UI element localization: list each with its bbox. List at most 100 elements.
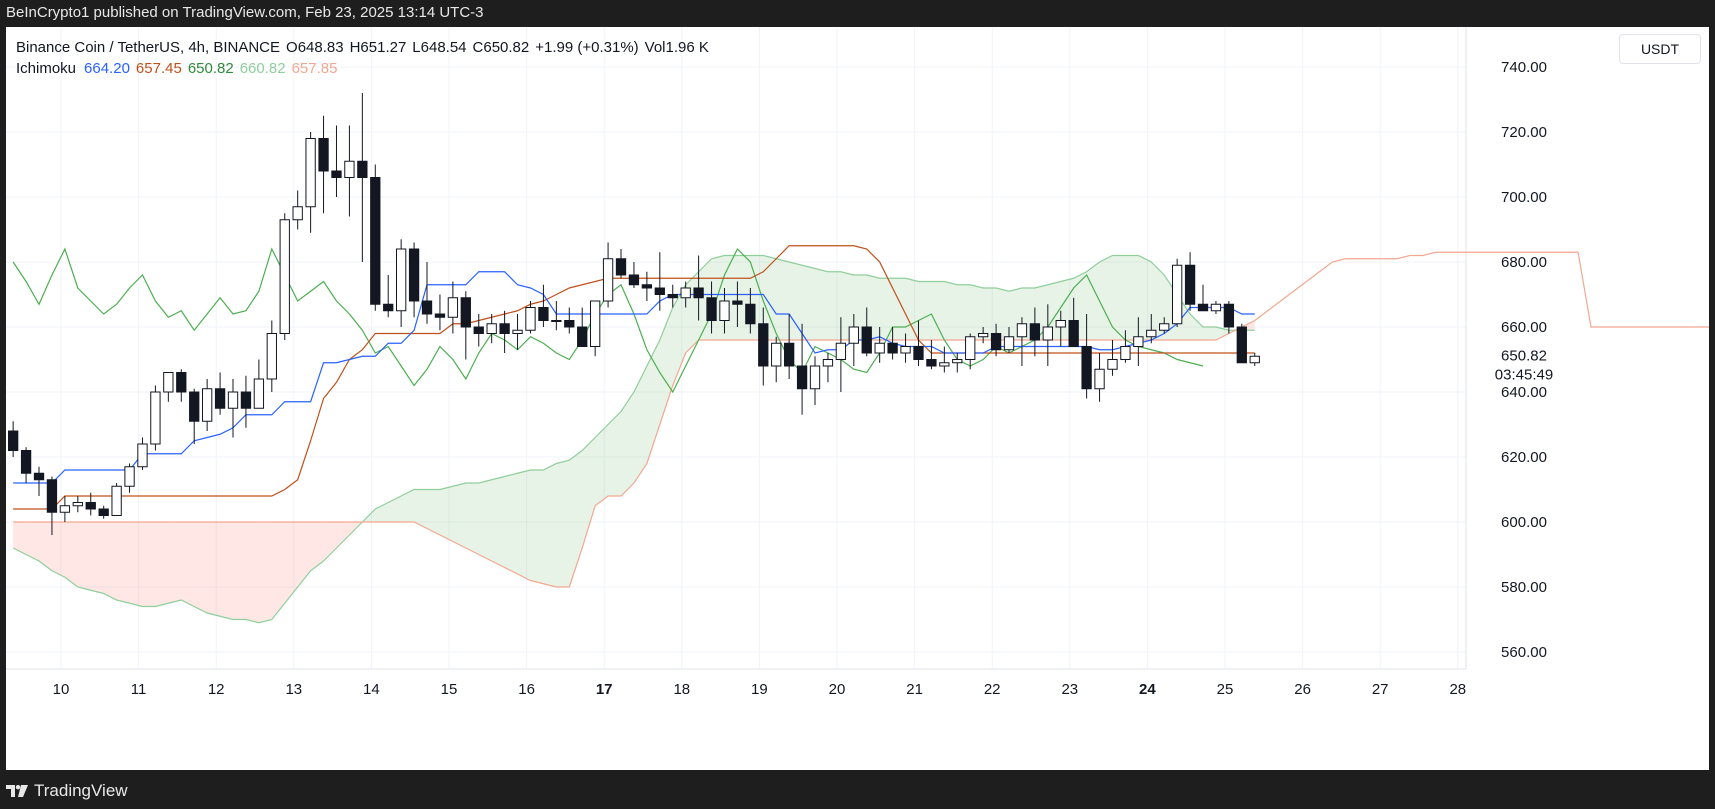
candle-body [1159, 323, 1170, 331]
candle-body [111, 485, 122, 516]
candle-body [900, 346, 911, 354]
candle-body [965, 336, 976, 360]
base-value: 657.45 [135, 60, 182, 77]
tradingview-icon [6, 785, 28, 797]
symbol-row: Binance Coin / TetherUS, 4h, BINANCE O648… [16, 37, 715, 58]
candle-body [706, 297, 717, 321]
candle-body [1042, 326, 1053, 341]
cloud-segment [530, 470, 544, 584]
cloud-segment [233, 522, 246, 620]
cloud-segment [168, 522, 182, 604]
candle-body [1236, 326, 1247, 364]
cloud-segment [957, 284, 971, 340]
candle-body [1120, 346, 1131, 360]
candle-body [926, 359, 937, 367]
candle-body [344, 160, 355, 178]
candle-body [1210, 303, 1222, 312]
symbol-label[interactable]: Binance Coin / TetherUS, 4h, BINANCE [16, 39, 281, 56]
cloud-segment [427, 489, 440, 535]
candle-body [809, 365, 821, 390]
candle-body [602, 258, 614, 302]
cloud-segment [207, 522, 221, 617]
candle-body [1133, 336, 1144, 347]
candle-body [447, 297, 459, 318]
candle-body [939, 362, 950, 367]
time-tick-label: 11 [131, 681, 147, 698]
change-value: +1.99 (+0.31%) [535, 39, 639, 56]
candle-body [1223, 303, 1235, 328]
time-tick-label: 14 [363, 681, 380, 698]
currency-button[interactable]: USDT [1619, 34, 1701, 64]
price-badge-countdown: 03:45:49 [1495, 366, 1553, 383]
candle-body [1081, 346, 1092, 390]
candle-body [176, 372, 187, 393]
cloud-segment [827, 271, 841, 340]
candle-body [305, 138, 316, 208]
price-tick-label: 640.00 [1501, 384, 1547, 401]
conversion-value: 664.20 [84, 60, 130, 77]
cloud-segment [129, 522, 143, 607]
candle-body [874, 342, 885, 354]
indicator-name[interactable]: Ichimoku [16, 60, 77, 77]
price-chart[interactable]: 560.00 580.00 600.00 620.00 640.00 660.00 680.… [6, 27, 1709, 770]
senkou-a-value: 660.82 [239, 60, 286, 77]
price-tick-label: 600.00 [1501, 514, 1547, 531]
cloud-segment [789, 262, 803, 340]
cloud-segment [478, 479, 492, 561]
candle-body [395, 248, 407, 312]
cloud-segment [776, 258, 790, 340]
cloud-segment [284, 522, 298, 604]
cloud-segment [64, 522, 78, 587]
senkou-b-value: 657.85 [291, 60, 338, 77]
cloud-segment [802, 265, 816, 340]
candle-body [1029, 323, 1041, 341]
candle-body [214, 388, 226, 409]
cloud-segment [439, 486, 453, 542]
cloud-segment [1125, 255, 1139, 340]
candle-body [240, 391, 252, 409]
candle-body [1016, 323, 1028, 338]
time-tick-label: 20 [829, 681, 846, 698]
time-tick-label: 25 [1217, 681, 1234, 698]
candle-body [577, 326, 588, 347]
candle-body [887, 342, 898, 354]
high-value: H651.27 [349, 39, 407, 56]
candle-body [46, 479, 58, 513]
candle-body [977, 333, 989, 338]
cloud-segment [13, 522, 27, 555]
candle-body [473, 326, 484, 334]
candle-body [822, 359, 834, 367]
candle-body [33, 472, 45, 481]
candle-body [408, 248, 420, 302]
candle-body [952, 359, 963, 364]
low-value: L648.54 [412, 39, 467, 56]
cloud-segment [983, 288, 997, 340]
cloud-segment [1190, 314, 1204, 340]
time-tick-label: 23 [1061, 681, 1078, 698]
candle-body [331, 170, 342, 178]
cloud-segment [543, 463, 557, 587]
candle-body [266, 333, 277, 380]
cloud-segment [401, 489, 415, 522]
cloud-segment [685, 271, 699, 353]
price-tick-label: 720.00 [1501, 124, 1547, 141]
candle-body [990, 333, 1002, 351]
cloud-segment [181, 522, 195, 607]
cloud-segment [336, 522, 350, 548]
cloud-segment [388, 496, 402, 522]
candle-body [98, 508, 109, 516]
cloud-segment [245, 522, 259, 623]
tradingview-logo[interactable]: TradingView [6, 781, 128, 801]
time-tick-label: 21 [906, 681, 923, 698]
time-tick-label: 18 [673, 681, 690, 698]
cloud-segment [452, 483, 466, 548]
candle-body [189, 391, 200, 422]
close-value: C650.82 [472, 39, 530, 56]
candle-body [1184, 264, 1196, 305]
cloud-segment [517, 470, 531, 581]
chart-panel[interactable]: 560.00 580.00 600.00 620.00 640.00 660.00 680.… [6, 27, 1709, 770]
volume-value: Vol1.96 K [644, 39, 709, 56]
cloud-segment [737, 255, 751, 340]
candle-body [667, 294, 678, 299]
time-tick-label: 10 [53, 681, 70, 698]
